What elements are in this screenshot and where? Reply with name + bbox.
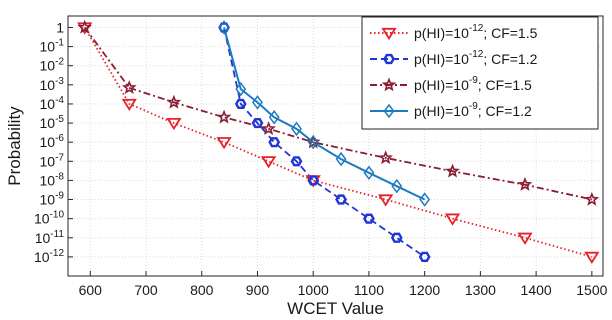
- series-line-2: [223, 27, 426, 258]
- x-axis-title: WCET Value: [287, 299, 384, 318]
- y-tick-label: 10-6: [40, 133, 65, 150]
- legend: p(HI)=10-12; CF=1.5 p(HI)=10-12; CF=1.2 p(…: [361, 16, 599, 130]
- y-tick-label: 10-7: [40, 152, 65, 169]
- y-tick-label: 10-5: [40, 114, 65, 131]
- series-1-point: [216, 137, 232, 150]
- x-tick-label: 1500: [576, 282, 607, 298]
- x-axis-ticks: 600 700 800 900 1000 1100 1200 1300 1400 1500: [79, 271, 608, 298]
- x-tick-label: 600: [79, 282, 103, 298]
- legend-marker-2: [383, 53, 395, 65]
- series-line-4: [223, 27, 426, 201]
- series-3-point: [517, 176, 533, 191]
- series-1-point: [517, 232, 533, 245]
- series-1-point: [166, 117, 182, 131]
- series-2-point: [418, 251, 431, 262]
- series-4-point: [218, 20, 230, 35]
- y-tick-label: 10-2: [40, 57, 65, 74]
- y-axis-title: Probability: [5, 106, 24, 186]
- series-markers: [77, 19, 600, 264]
- series-2-point: [363, 213, 375, 224]
- series-line-1: [83, 27, 593, 258]
- y-tick-label: 10-10: [34, 210, 64, 227]
- series-4-point: [291, 121, 302, 137]
- series-3-point: [216, 109, 232, 124]
- y-tick-label: 10-12: [34, 248, 64, 265]
- series-2-point: [335, 194, 347, 205]
- x-tick-label: 800: [190, 282, 214, 298]
- legend-entry-2: p(HI)=10-12; CF=1.2: [414, 49, 538, 67]
- series-2-point: [307, 175, 320, 186]
- series-4-point: [268, 110, 280, 125]
- plot-frame: [67, 15, 604, 277]
- series-1-point: [261, 156, 277, 169]
- series-1-point: [444, 213, 461, 226]
- series-2-point: [390, 232, 403, 243]
- series-1-point: [378, 194, 394, 207]
- series-4-point: [391, 178, 403, 194]
- series-4-point: [252, 95, 263, 110]
- series-3-point: [445, 163, 460, 178]
- x-tick-label: 1100: [354, 282, 384, 298]
- y-tick-label: 10-3: [40, 76, 65, 93]
- y-axis-ticks: 1 10-1 10-2 10-3 10-4 10-5 10-6 10-7 10-8 10-9 10-…: [34, 19, 73, 265]
- series-4-point: [235, 81, 247, 97]
- y-tick-label: 1: [56, 19, 64, 35]
- legend-entry-4: p(HI)=10-9; CF=1.2: [414, 101, 532, 119]
- series-3-point: [261, 121, 276, 136]
- series-lines: [83, 26, 593, 258]
- series-3-point: [378, 150, 393, 165]
- x-tick-label: 700: [134, 282, 158, 298]
- series-2-point: [268, 137, 281, 148]
- series-3-point: [77, 19, 93, 34]
- y-tick-label: 10-8: [40, 171, 65, 188]
- legend-entry-1: p(HI)=10-12; CF=1.5: [414, 23, 538, 41]
- y-tick-label: 10-1: [40, 38, 65, 55]
- y-tick-label: 10-4: [40, 95, 65, 112]
- legend-marker-4: [383, 103, 395, 119]
- series-4-point: [307, 134, 319, 150]
- x-tick-label: 1400: [521, 282, 552, 298]
- legend-marker-1: [381, 27, 397, 41]
- series-1-point: [584, 251, 600, 264]
- series-3-point: [584, 191, 600, 206]
- y-tick-label: 10-9: [40, 191, 65, 208]
- series-4-point: [363, 165, 375, 181]
- series-2-point: [251, 117, 264, 129]
- legend-entry-3: p(HI)=10-9; CF=1.5: [414, 75, 532, 93]
- x-tick-label: 1200: [409, 282, 440, 298]
- series-4-point: [335, 151, 347, 167]
- series-4-point: [419, 192, 431, 207]
- series-3-point: [122, 80, 137, 94]
- series-2-point: [234, 98, 247, 110]
- series-3-point: [166, 94, 182, 109]
- x-tick-label: 1300: [465, 282, 496, 298]
- y-tick-label: 10-11: [35, 229, 65, 246]
- series-2-point: [290, 156, 303, 167]
- x-tick-label: 1000: [298, 282, 329, 298]
- legend-marker-3: [381, 77, 397, 92]
- x-tick-label: 900: [246, 282, 270, 298]
- series-line-3: [83, 26, 593, 201]
- series-1-point: [121, 98, 137, 112]
